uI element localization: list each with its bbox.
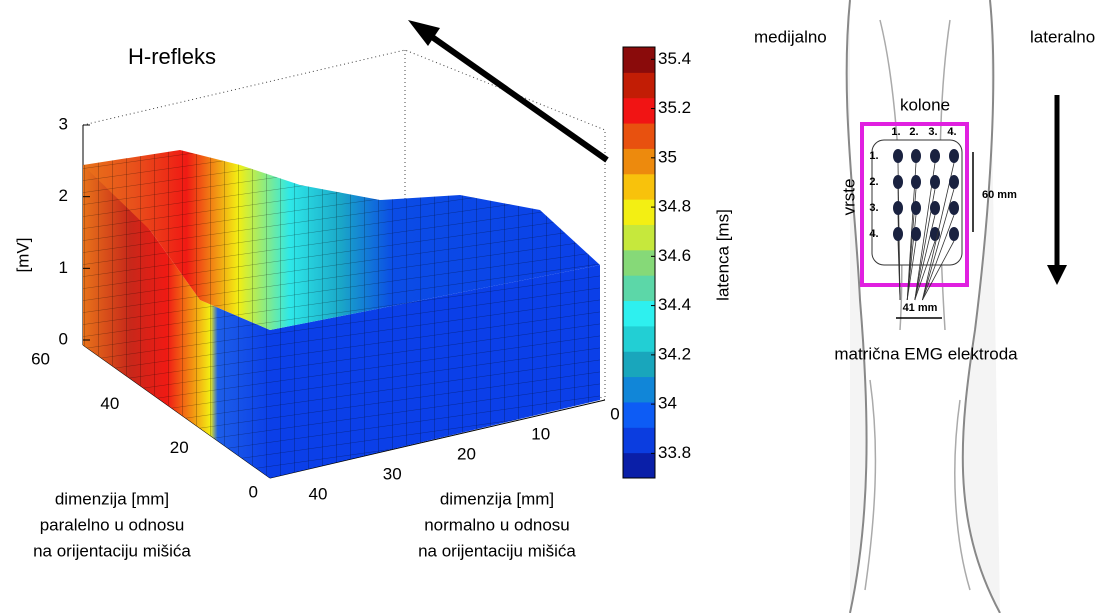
colorbar-band [623, 148, 655, 175]
rows-label: vrste [839, 179, 858, 216]
colorbar-tick-label: 34.6 [658, 246, 691, 265]
z-tick-label: 0 [59, 329, 68, 348]
caption: matrična EMG elektroda [834, 344, 1018, 363]
y-axis-label: paralelno u odnosu [40, 515, 185, 534]
column-number: 1. [891, 126, 900, 138]
electrode-wire [922, 162, 955, 301]
colorbar-band [623, 224, 655, 251]
colorbar-band [623, 401, 655, 428]
electrode [911, 175, 921, 189]
y-tick-label: 0 [249, 482, 258, 501]
x-tick-label: 0 [610, 404, 619, 423]
x-axis-label: dimenzija [mm] [440, 489, 554, 508]
colorbar-band [623, 249, 655, 276]
electrode [949, 149, 959, 163]
plot-title: H-refleks [128, 44, 216, 69]
electrode [949, 227, 959, 241]
row-number: 4. [869, 228, 878, 240]
surface [83, 150, 600, 478]
x-tick-label: 10 [531, 424, 550, 443]
row-number: 1. [869, 150, 878, 162]
electrode [930, 201, 940, 215]
electrode [930, 227, 940, 241]
colorbar-band [623, 452, 655, 479]
colorbar-band [623, 97, 655, 124]
medial-label: medijalno [754, 27, 827, 46]
direction-arrow [408, 20, 609, 163]
electrode-wire [906, 240, 917, 301]
electrode-wire [922, 240, 955, 301]
electrode [930, 175, 940, 189]
column-number: 4. [947, 126, 956, 138]
electrode-wire [922, 214, 955, 301]
colorbar-tick-label: 35.2 [658, 98, 691, 117]
colorbar-band [623, 300, 655, 327]
height-label: 60 mm [982, 189, 1017, 201]
y-axis-label: dimenzija [mm] [55, 489, 169, 508]
y-axis-label: na orijentaciju mišića [33, 541, 191, 560]
colorbar-tick-label: 34.2 [658, 344, 691, 363]
electrode [911, 227, 921, 241]
colorbar-tick-label: 35.4 [658, 49, 691, 68]
colorbar-tick-label: 34 [658, 394, 677, 413]
colorbar-band [623, 199, 655, 225]
x-axis-label: na orijentaciju mišića [418, 541, 576, 560]
colorbar-tick-label: 34.8 [658, 197, 691, 216]
column-number: 2. [909, 126, 918, 138]
colorbar-band [623, 325, 655, 352]
electrode-wire [922, 188, 955, 301]
x-axis-label: normalno u odnosu [424, 515, 570, 534]
x-tick-label: 30 [383, 464, 402, 483]
electrode [893, 201, 903, 215]
electrode [930, 149, 940, 163]
electrode [911, 149, 921, 163]
row-number: 3. [869, 202, 878, 214]
z-tick-label: 1 [59, 258, 68, 277]
z-tick-label: 2 [59, 186, 68, 205]
colorbar-frame [622, 46, 656, 479]
x-tick-label: 40 [309, 484, 328, 503]
electrode [911, 201, 921, 215]
electrode [893, 175, 903, 189]
colorbar-band [623, 275, 655, 302]
width-label: 41 mm [903, 302, 938, 314]
leg-diagram [845, 0, 1067, 613]
colorbar-band [623, 47, 655, 73]
y-tick-label: 60 [31, 349, 50, 368]
colorbar-tick-label: 33.8 [658, 443, 691, 462]
column-number: 3. [928, 126, 937, 138]
electrode [893, 149, 903, 163]
electrode [893, 227, 903, 241]
z-tick-label: 3 [59, 114, 68, 133]
y-tick-label: 20 [170, 438, 189, 457]
colorbar-tick-label: 34.4 [658, 295, 691, 314]
colorbar-band [623, 173, 655, 200]
columns-label: kolone [900, 95, 950, 114]
row-number: 2. [869, 176, 878, 188]
electrode [949, 175, 959, 189]
colorbar-label: latenca [ms] [713, 209, 732, 301]
z-axis-label: [mV] [13, 238, 32, 273]
x-tick-label: 20 [457, 444, 476, 463]
colorbar-band [623, 376, 655, 403]
colorbar-band [623, 123, 655, 149]
lateral-label: lateralno [1030, 27, 1095, 46]
colorbar-band [623, 427, 655, 454]
electrode-wire [897, 240, 901, 301]
colorbar-band [623, 72, 655, 99]
colorbar-tick-label: 35 [658, 147, 677, 166]
y-tick-label: 40 [100, 394, 119, 413]
electrode-wire [914, 240, 936, 301]
colorbar-band [623, 351, 655, 378]
electrode [949, 201, 959, 215]
